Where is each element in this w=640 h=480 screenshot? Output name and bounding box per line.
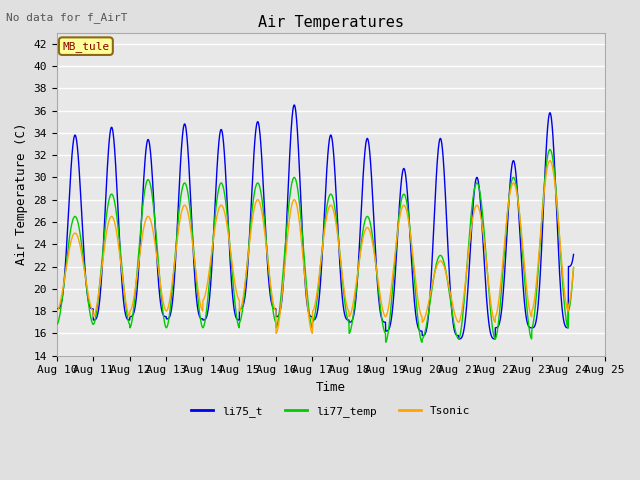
X-axis label: Time: Time [316, 381, 346, 394]
Y-axis label: Air Temperature (C): Air Temperature (C) [15, 123, 28, 265]
Legend: li75_t, li77_temp, Tsonic: li75_t, li77_temp, Tsonic [186, 401, 475, 421]
Title: Air Temperatures: Air Temperatures [258, 15, 404, 30]
Text: No data for f_AirT: No data for f_AirT [6, 12, 128, 23]
Text: MB_tule: MB_tule [62, 41, 109, 52]
